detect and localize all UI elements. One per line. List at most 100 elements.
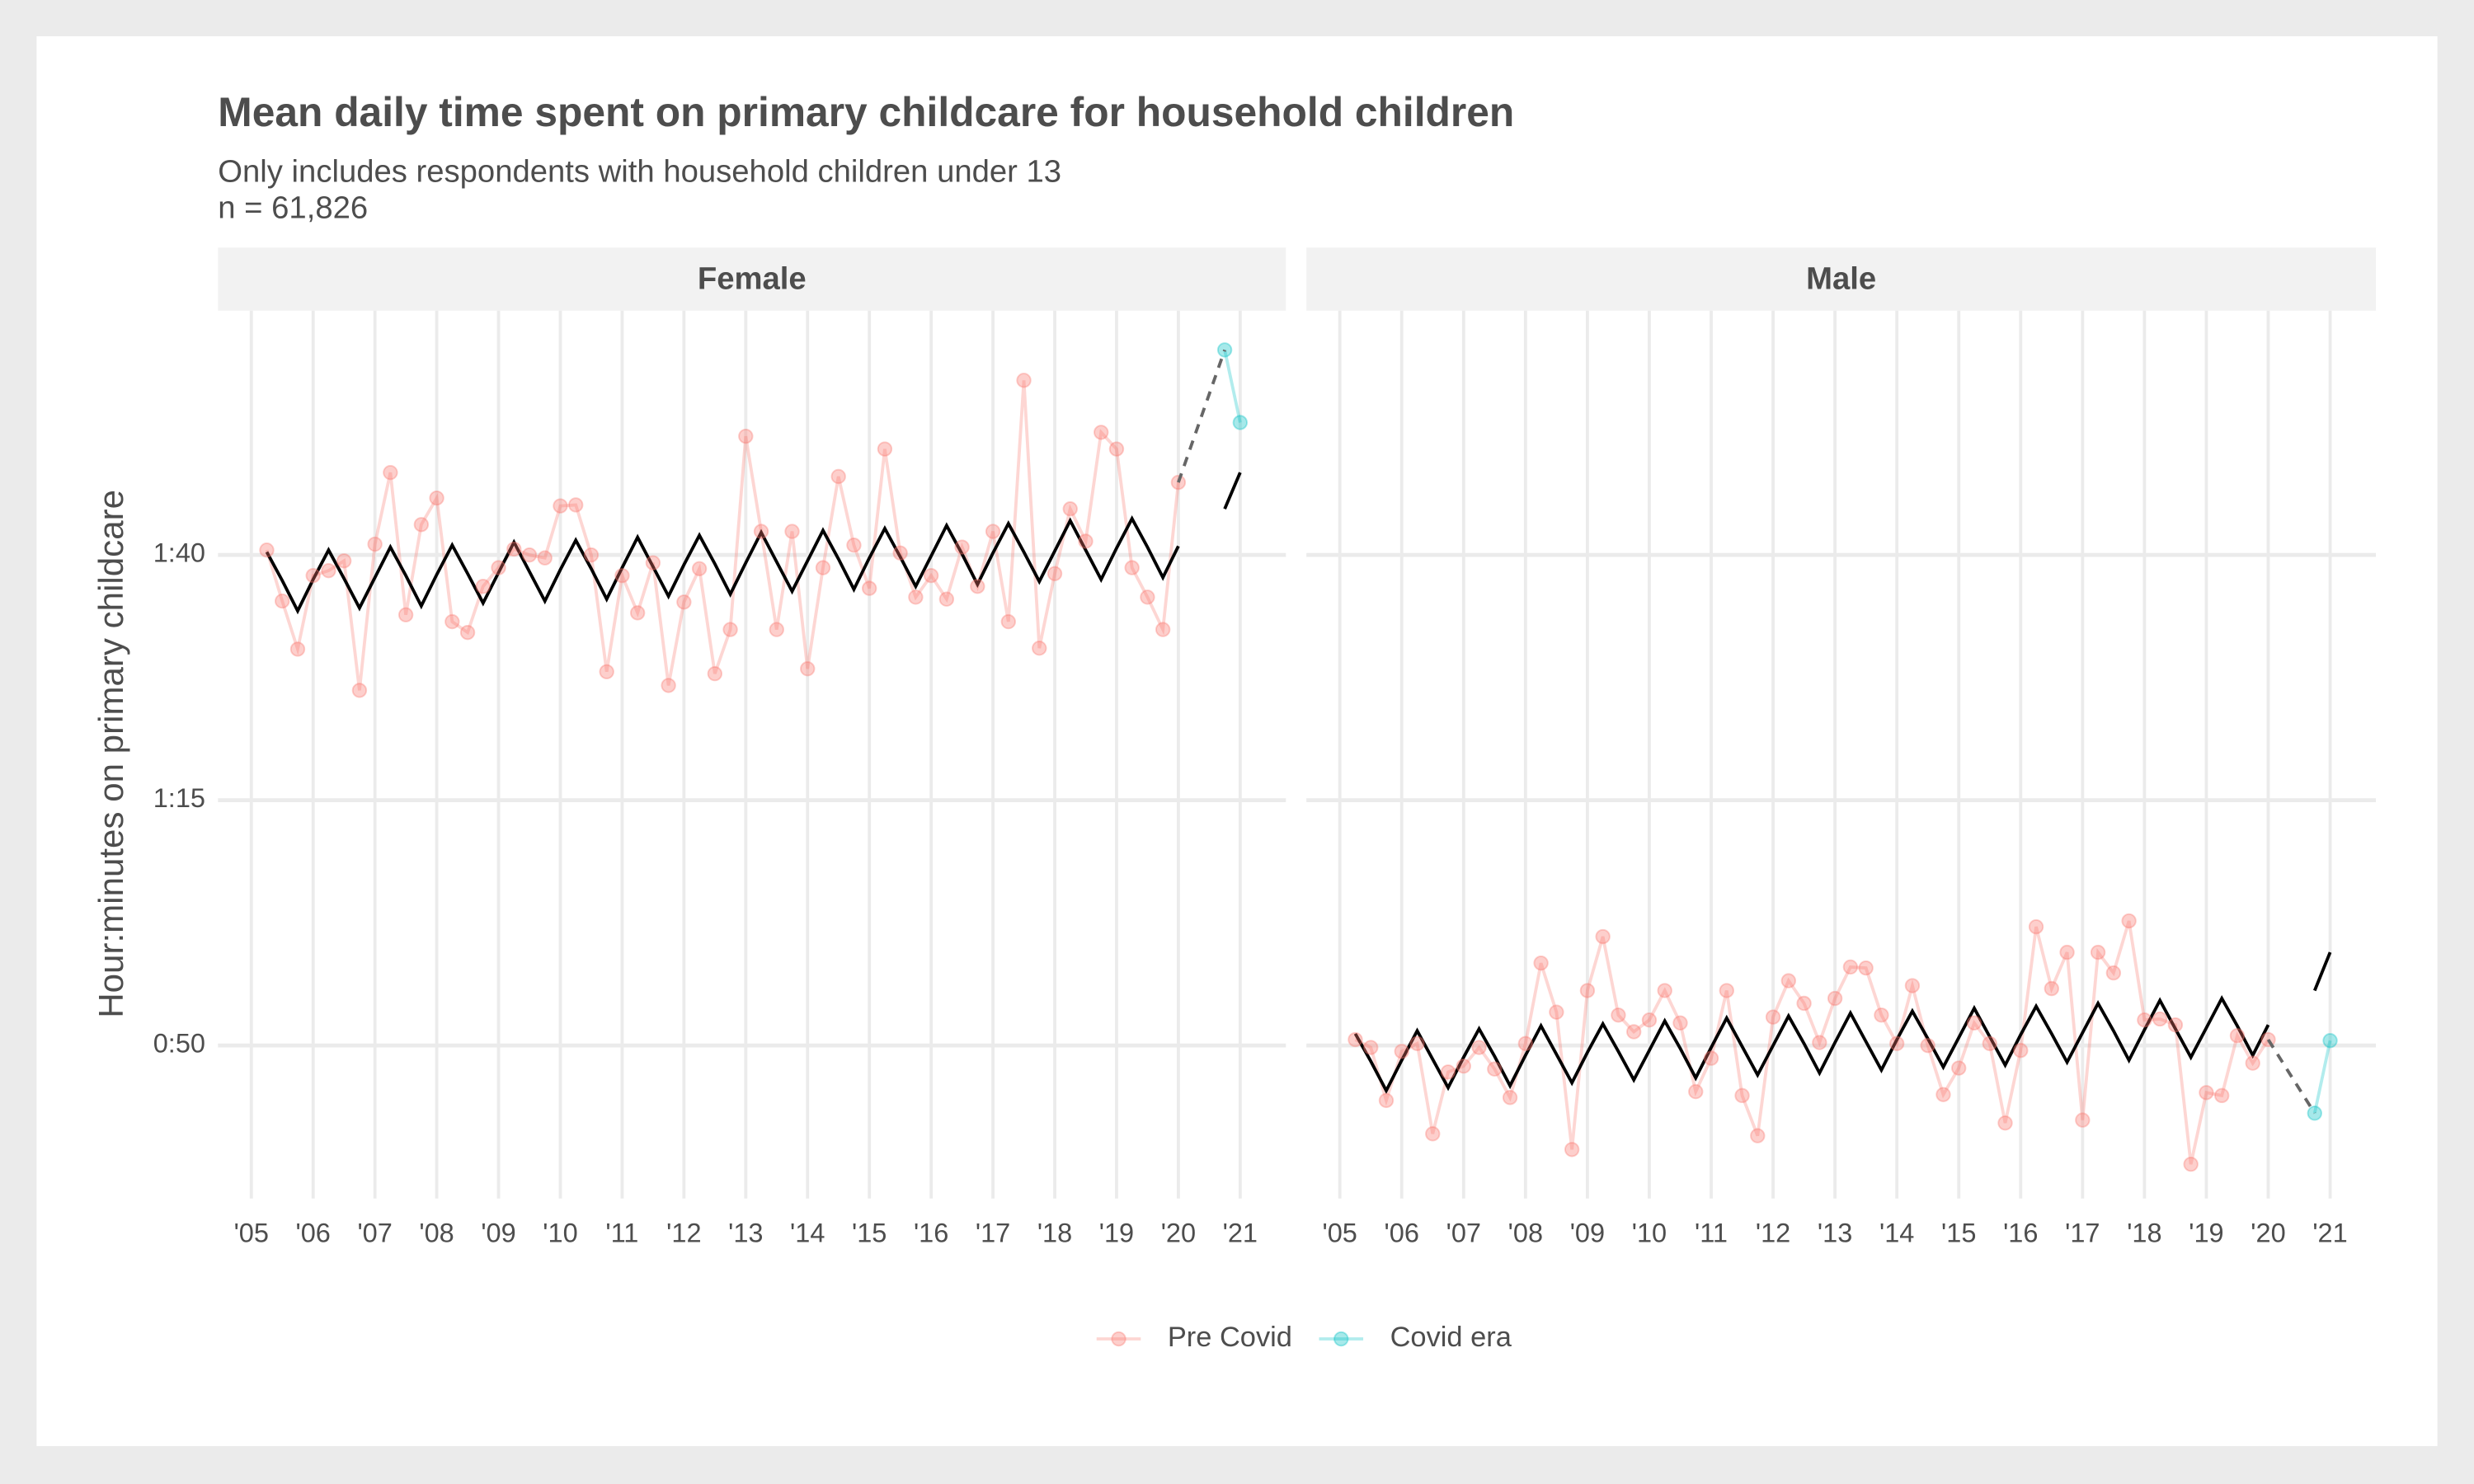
series-line [1354,920,2270,1165]
data-point [1888,1036,1905,1051]
data-point [1796,995,1812,1012]
data-point [908,589,924,605]
x-tick-label: '08 [1508,1218,1543,1247]
data-point [1626,1024,1642,1040]
data-point [1425,1126,1441,1142]
data-point [661,678,676,693]
data-point [1703,1050,1719,1066]
data-point [305,567,321,584]
x-tick-label: '18 [2127,1218,2161,1247]
data-point [784,524,800,539]
x-tick-label: '14 [790,1218,825,1247]
data-point [1000,613,1016,630]
x-tick-label: '07 [357,1218,392,1247]
data-point [1517,1036,1534,1051]
x-tick-label: '11 [605,1218,638,1247]
data-point [1471,1040,1487,1055]
data-point [1155,622,1171,637]
data-point [2167,1017,2184,1033]
data-point [1502,1090,1518,1106]
data-point [275,593,290,609]
data-point [923,567,939,584]
data-point [645,555,661,571]
facet-label: Male [1806,261,1876,297]
fit-line [265,515,1180,615]
data-point [862,580,877,596]
data-point [830,468,846,485]
data-point [846,538,862,553]
data-point [676,594,692,610]
facet-label: Female [698,261,807,297]
data-point [970,579,985,594]
data-point [1951,1060,1967,1076]
legend-label: Covid era [1390,1322,1512,1353]
data-point [289,641,306,657]
chart-title: Mean daily time spent on primary childca… [218,89,1514,135]
data-point [1440,1064,1456,1080]
data-point [1108,441,1125,457]
data-point [583,547,600,563]
chart-subtitle: Only includes respondents with household… [218,154,1061,190]
data-point [413,517,430,533]
data-point [367,536,383,552]
data-point [2013,1042,2029,1059]
facet-strip [218,247,1286,311]
fit-line [1353,995,2270,1095]
data-point [568,497,584,513]
data-point [1750,1128,1766,1144]
data-point [1920,1037,1935,1054]
data-point [815,560,831,575]
x-tick-label: '19 [1099,1218,1134,1247]
data-point [1734,1087,1750,1104]
data-point [2152,1011,2168,1027]
data-point [521,547,538,563]
y-axis-title: Hour:minutes on primary childcare [92,490,130,1018]
data-point [892,545,908,561]
x-tick-label: '11 [1695,1218,1728,1247]
data-point [2059,944,2075,960]
data-point [1140,589,1155,605]
data-point [553,498,568,514]
x-tick-label: '19 [2189,1218,2223,1247]
data-point [2183,1156,2199,1172]
data-point [1982,1036,1997,1051]
data-point [800,660,816,677]
data-point [1966,1015,1982,1031]
data-point [1672,1015,1688,1031]
data-point [938,591,955,607]
data-point [2044,980,2059,997]
data-point [491,560,506,575]
data-point [2028,918,2044,935]
data-point [1780,973,1797,989]
fit-line [1223,472,1242,510]
data-point [599,664,614,679]
data-point [321,562,336,579]
data-point [1394,1044,1409,1059]
data-point [1641,1012,1658,1028]
data-point [1688,1083,1704,1100]
x-tick-label: '15 [1941,1218,1976,1247]
data-point [1827,990,1843,1007]
x-tick-label: '12 [1756,1218,1790,1247]
x-tick-label: '06 [1385,1218,1419,1247]
data-point [753,524,769,539]
x-tick-label: '20 [2251,1218,2285,1247]
data-point [1997,1115,2013,1131]
x-tick-label: '16 [2003,1218,2038,1247]
x-tick-label: '09 [481,1218,515,1247]
fit-line [2313,951,2332,992]
data-point [2199,1085,2214,1101]
data-point [1047,566,1063,581]
x-tick-label: '14 [1879,1218,1914,1247]
data-point [1062,501,1078,517]
y-tick-label: 1:15 [153,783,205,813]
data-point [2121,913,2137,929]
x-tick-label: '18 [1037,1218,1072,1247]
data-point [1564,1142,1580,1158]
data-point [259,542,275,558]
x-tick-label: '21 [2312,1218,2347,1247]
data-point [2307,1106,2322,1121]
x-tick-label: '10 [1632,1218,1667,1247]
legend-key-point [1111,1331,1126,1347]
data-point [475,579,491,594]
